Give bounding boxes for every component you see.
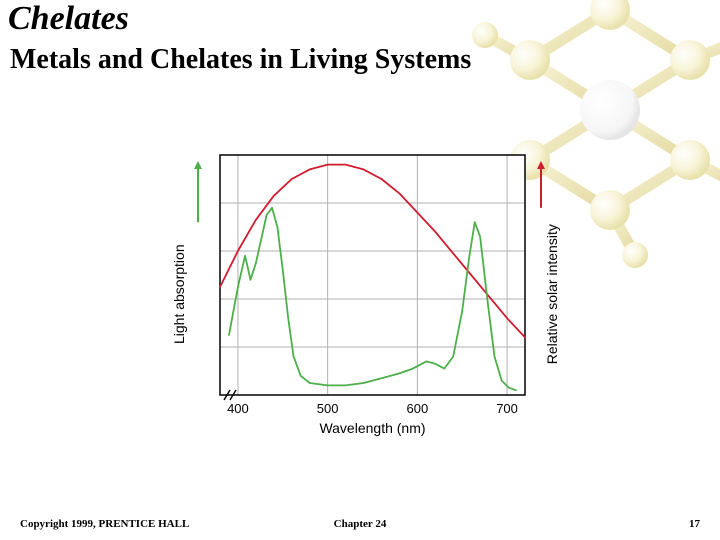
svg-text:700: 700 [496,401,518,416]
svg-text:400: 400 [227,401,249,416]
svg-text:600: 600 [407,401,429,416]
footer-page-number: 17 [689,518,700,530]
svg-text:500: 500 [317,401,339,416]
slide-title: Chelates [8,0,129,38]
svg-text:Wavelength (nm): Wavelength (nm) [319,420,425,436]
spectrum-chart: 400 500 600 700 Wavelength (nm) Light absorpt… [150,145,570,445]
svg-text:Relative solar intensity: Relative solar intensity [544,224,560,364]
svg-text:Light absorption: Light absorption [171,244,187,344]
slide-subtitle: Metals and Chelates in Living Systems [10,44,471,76]
footer-chapter: Chapter 24 [0,518,720,530]
